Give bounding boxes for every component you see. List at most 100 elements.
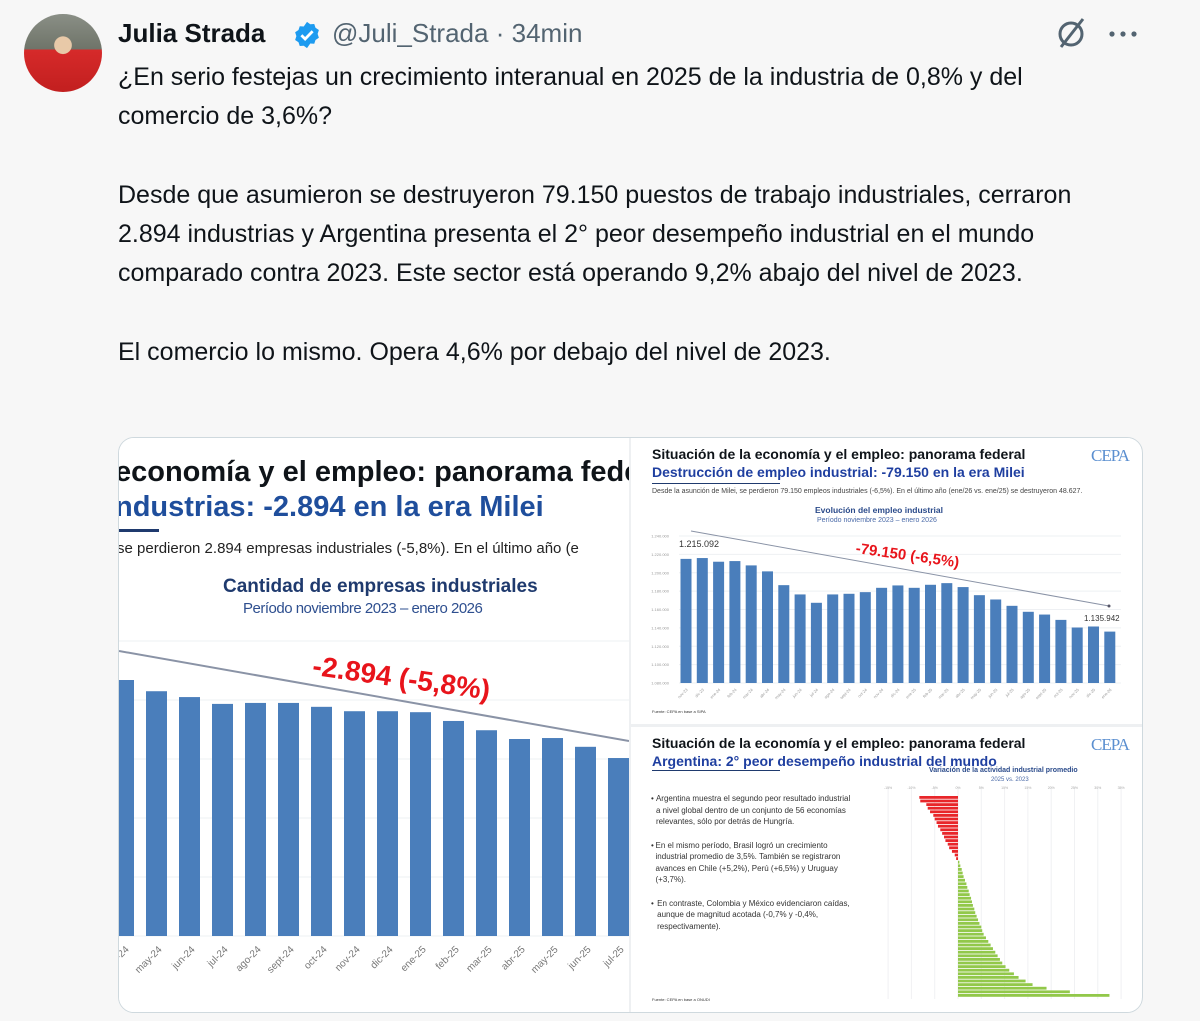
tweet-text: ¿En serio festejas un crecimiento intera…	[118, 63, 1072, 367]
bar	[936, 821, 958, 824]
bullet-item: • Argentina muestra el segundo peor resul…	[651, 793, 856, 828]
grok-icon[interactable]	[1053, 15, 1089, 51]
bar	[958, 875, 964, 878]
bar	[958, 950, 996, 954]
bar	[542, 738, 563, 936]
bar	[958, 907, 975, 911]
bar	[908, 587, 920, 683]
x-tick-label: dic-25	[1085, 687, 1097, 699]
x-tick-label: jun-24	[169, 944, 197, 972]
bar	[827, 594, 839, 683]
bar	[859, 592, 871, 683]
bar	[926, 803, 958, 806]
y-tick-label: 1.080.000	[651, 681, 670, 686]
employment-bar-chart: 1.080.000 1.100.000 1.120.000 1.140.000 1.16…	[651, 530, 1121, 701]
bar	[934, 817, 958, 821]
tweet-media[interactable]: economía y el empleo: panorama federa nd…	[118, 437, 1143, 1013]
chart-title: Evolución del empleo industrial	[815, 505, 943, 515]
bar	[958, 914, 977, 918]
chart-title: Variación de la actividad industrial pro…	[929, 767, 1078, 774]
bar	[958, 940, 989, 943]
bar	[941, 583, 953, 683]
bar	[1039, 614, 1051, 683]
cepa-logo: CEPA	[1091, 446, 1130, 465]
bar	[958, 943, 991, 947]
bar	[958, 900, 972, 904]
x-tick-label: jun-24	[791, 687, 804, 700]
bullet-text: En contraste, Colombia y México evidenci…	[657, 898, 850, 931]
x-tick-label: ago-24	[234, 944, 264, 974]
x-tick-label: may-25	[969, 687, 983, 701]
image-companies-chart[interactable]: economía y el empleo: panorama federa nd…	[119, 438, 629, 1012]
x-tick-label: 15%	[1024, 786, 1031, 790]
bar	[958, 979, 1026, 983]
x-tick-label: oct-24	[302, 944, 330, 972]
bar	[958, 911, 976, 914]
bar	[958, 936, 986, 940]
more-icon[interactable]	[1106, 22, 1140, 46]
bar	[958, 968, 1010, 972]
image-world-ranking-chart[interactable]: Situación de la economía y el empleo: pa…	[631, 727, 1141, 1012]
timestamp[interactable]: 34min	[511, 18, 583, 48]
x-tick-label: nov-23	[677, 687, 690, 700]
bar	[1006, 605, 1018, 683]
bar	[958, 878, 965, 882]
bullet-text: En el mismo período, Brasil logró un cre…	[655, 840, 841, 885]
bar	[958, 871, 963, 875]
bar	[942, 832, 958, 835]
x-tick-label: 35%	[1118, 786, 1125, 790]
first-value-label: 1.215.092	[679, 539, 720, 549]
x-tick-label: sept-24	[265, 944, 297, 976]
x-tick-label: dic-24	[889, 687, 901, 699]
slide-description: se perdieron 2.894 empresas industriales…	[119, 540, 579, 557]
x-tick-label: mar-25	[464, 944, 494, 974]
bullet-item: • En el mismo período, Brasil logró un cr…	[651, 840, 856, 886]
slide-subtitle: Argentina: 2° peor desempeño industrial …	[652, 753, 997, 769]
x-tick-label: 10%	[1001, 786, 1008, 790]
x-tick-label: ago-25	[1019, 687, 1032, 700]
bar	[278, 702, 299, 936]
author-name[interactable]: Julia Strada	[118, 18, 266, 48]
bar	[958, 860, 960, 864]
x-tick-label: abr-24	[119, 944, 132, 973]
bar	[958, 929, 983, 932]
avatar[interactable]	[24, 14, 102, 92]
slide-subtitle: ndustrias: -2.894 en la era Milei	[119, 491, 544, 523]
x-tick-label: nov-24	[333, 944, 363, 974]
bar	[958, 922, 980, 925]
slide-title: Situación de la economía y el empleo: pa…	[652, 735, 1026, 751]
x-tick-label: ene-25	[399, 944, 429, 974]
chart-subtitle: 2025 vs. 2023	[991, 777, 1029, 783]
y-tick-label: 1.180.000	[651, 589, 670, 594]
bar	[843, 593, 855, 683]
bar	[958, 965, 1006, 968]
divider	[631, 724, 1142, 727]
bar	[990, 599, 1002, 683]
bar	[608, 758, 629, 936]
x-tick-label: -5%	[932, 786, 938, 790]
x-tick-label: mar-24	[741, 687, 754, 700]
x-tick-label: feb-25	[434, 944, 462, 972]
x-tick-label: 30%	[1094, 786, 1101, 790]
bar	[925, 584, 936, 683]
separator: ·	[495, 18, 505, 48]
author-handle[interactable]: @Juli_Strada · 34min	[332, 18, 582, 49]
bar	[1055, 619, 1067, 683]
bar	[949, 846, 958, 850]
bar	[933, 814, 958, 817]
x-tick-label: ago-24	[823, 687, 836, 700]
bar	[810, 602, 822, 683]
bar	[778, 585, 790, 683]
handle-text[interactable]: @Juli_Strada	[332, 18, 489, 48]
bar	[927, 806, 958, 810]
title-underline	[652, 483, 780, 484]
bar	[958, 990, 1070, 994]
y-tick-label: 1.100.000	[651, 662, 670, 667]
image-employment-chart[interactable]: Situación de la economía y el empleo: pa…	[631, 438, 1141, 724]
x-tick-label: sept-25	[1034, 687, 1048, 701]
x-tick-label: feb-24	[726, 687, 738, 699]
bar	[958, 904, 973, 907]
x-tick-label: nov-24	[872, 687, 885, 700]
slide-title: Situación de la economía y el empleo: pa…	[652, 446, 1026, 462]
bar	[311, 706, 332, 936]
